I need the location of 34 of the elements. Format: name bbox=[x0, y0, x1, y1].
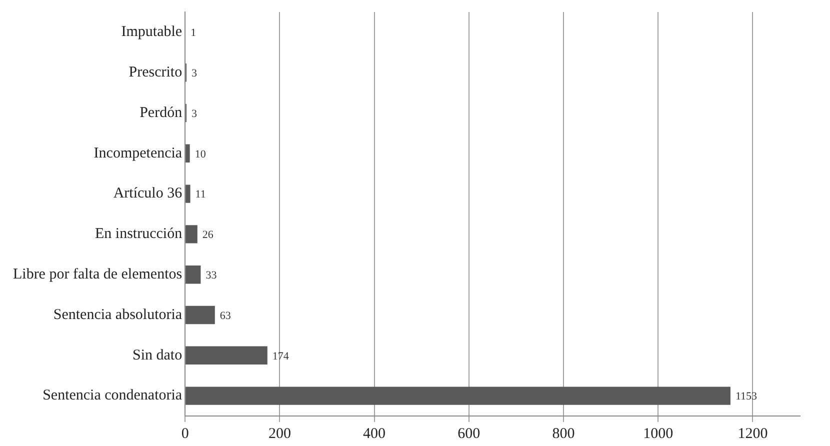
bar bbox=[186, 386, 730, 405]
x-tick-label: 800 bbox=[552, 426, 575, 442]
bar bbox=[186, 346, 268, 364]
data-label: 1 bbox=[190, 27, 196, 40]
bar bbox=[186, 306, 215, 324]
y-tick-label: Sin dato bbox=[132, 347, 182, 364]
data-label: 3 bbox=[192, 108, 198, 120]
y-tick-label: Prescrito bbox=[128, 64, 182, 81]
y-tick-label: Sentencia condenatoria bbox=[42, 388, 182, 404]
x-tick-label: 600 bbox=[458, 426, 480, 442]
y-tick-label: Artículo 36 bbox=[113, 186, 183, 202]
y-tick-label: Libre por falta de elementos bbox=[12, 266, 182, 283]
y-tick-label: Perdón bbox=[140, 104, 183, 121]
x-tick-label: 1000 bbox=[643, 426, 674, 442]
bar bbox=[186, 225, 198, 244]
data-label: 26 bbox=[202, 229, 214, 242]
x-tick-label: 400 bbox=[363, 426, 386, 442]
data-label: 11 bbox=[195, 188, 206, 201]
data-label: 63 bbox=[220, 310, 232, 322]
bar bbox=[186, 266, 201, 284]
data-label: 174 bbox=[272, 350, 290, 362]
data-label: 10 bbox=[194, 148, 206, 160]
y-tick-label: Incompetencia bbox=[94, 145, 182, 162]
x-tick-label: 200 bbox=[268, 426, 291, 442]
x-tick-label: 0 bbox=[181, 426, 189, 442]
data-label: 33 bbox=[206, 269, 218, 282]
y-tick-label: En instrucción bbox=[95, 226, 183, 242]
y-tick-label: Imputable bbox=[121, 24, 182, 40]
bar bbox=[186, 184, 190, 203]
data-label: 3 bbox=[192, 67, 198, 80]
x-tick-label: 1200 bbox=[738, 426, 768, 442]
bar bbox=[186, 144, 190, 162]
y-tick-label: Sentencia absolutoria bbox=[53, 306, 182, 323]
data-label: 1153 bbox=[735, 390, 758, 403]
